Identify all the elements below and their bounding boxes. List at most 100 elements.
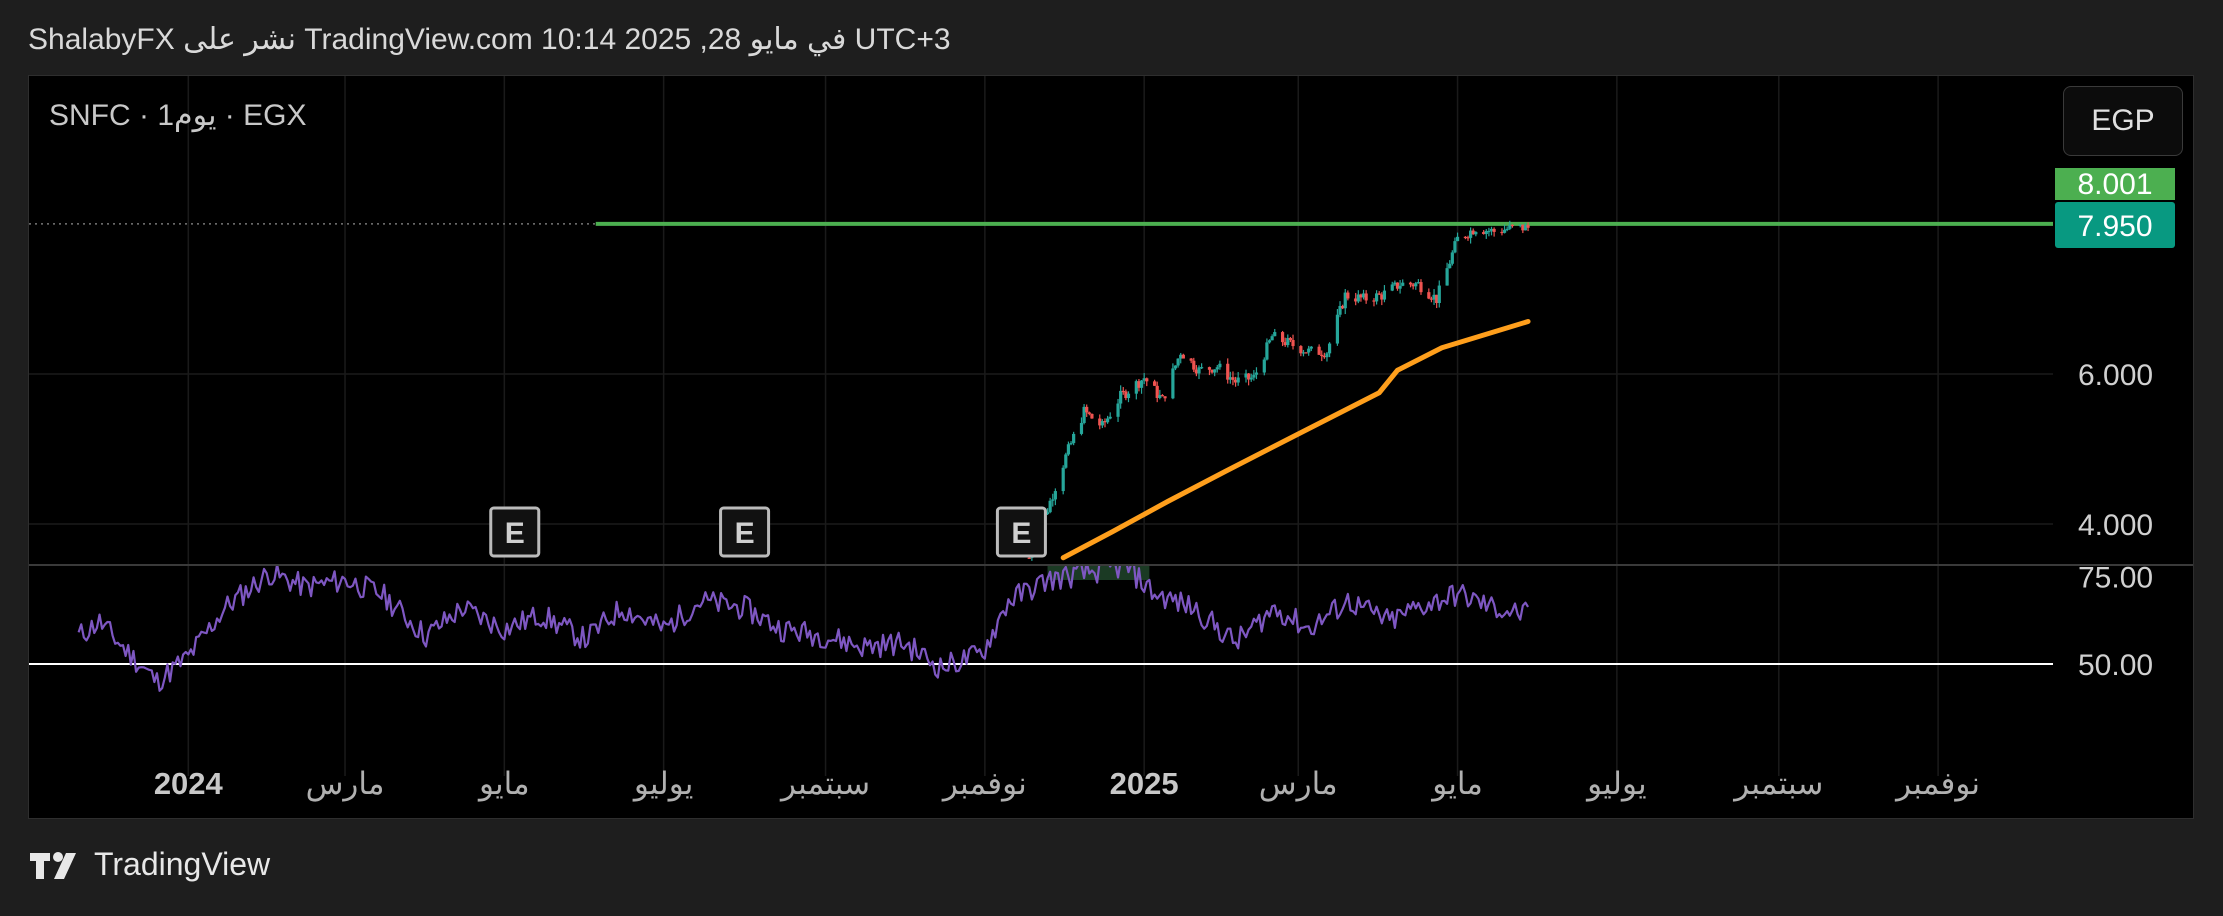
candle-body — [1215, 367, 1219, 370]
earnings-marker-box — [489, 506, 541, 558]
candle-body — [1139, 380, 1144, 388]
candle-body — [1450, 252, 1454, 264]
candle-body — [1194, 369, 1198, 374]
candle-body — [1134, 381, 1138, 394]
candle-body — [1341, 305, 1345, 309]
earnings-marker-box — [995, 506, 1047, 558]
candle-body — [1437, 285, 1441, 303]
candle-body — [1482, 232, 1486, 235]
earnings-marker: E — [719, 506, 771, 558]
candle-body — [1372, 300, 1376, 302]
candles — [1027, 220, 1530, 561]
candle-body — [1455, 236, 1460, 242]
candle-body — [1309, 346, 1313, 349]
candle-body — [1471, 230, 1475, 235]
candle-body — [1327, 343, 1332, 354]
candle-body — [1249, 377, 1253, 380]
candle-body — [1474, 232, 1478, 235]
candle-body — [1155, 385, 1159, 398]
candle-body — [1087, 412, 1091, 414]
candle-body — [1200, 367, 1204, 369]
candle-body — [1377, 293, 1381, 295]
candle-body — [1267, 340, 1272, 343]
x-axis-label: نوفمبر — [1894, 766, 1980, 802]
earnings-marker-label: E — [1011, 517, 1031, 550]
x-axis-label: 2025 — [1110, 766, 1179, 801]
high-price-badge: 8.001 — [2055, 168, 2175, 201]
price-axis-label: 4.000 — [2078, 509, 2153, 542]
candle-body — [1291, 340, 1295, 347]
candle-body — [1390, 284, 1394, 291]
candle-body — [1427, 292, 1431, 299]
candle-body — [1210, 369, 1214, 373]
candle-body — [1218, 363, 1222, 368]
candle-body — [1286, 338, 1290, 346]
candle-body — [1181, 354, 1185, 359]
earnings-marker-label: E — [735, 517, 755, 550]
candle-body — [1119, 390, 1123, 404]
chart-canvas[interactable]: E E E 2024 مارس مايو يوليو سبتمبر نوفمبر 2025 مارس… — [29, 76, 2193, 818]
candle-body — [1231, 377, 1235, 380]
candle-body — [1192, 360, 1196, 370]
candle-body — [1273, 332, 1277, 337]
last-price-badge-bg — [2055, 202, 2175, 248]
candle-body — [1489, 228, 1494, 231]
candle-body — [1432, 294, 1436, 300]
candle-body — [1307, 348, 1311, 353]
candle-body — [1051, 499, 1055, 501]
last-price-badge-label: 7.950 — [2077, 210, 2152, 243]
candle-body — [1510, 224, 1514, 227]
candle-body — [1163, 396, 1167, 399]
candle-body — [1160, 395, 1165, 397]
rsi-level-label: 75.00 — [2078, 562, 2153, 595]
candle-body — [1346, 292, 1350, 299]
candle-body — [1189, 358, 1193, 361]
candle-body — [1066, 444, 1071, 455]
x-axis-label: سبتمبر — [779, 766, 870, 802]
candle-body — [1408, 282, 1413, 285]
candle-body — [1320, 354, 1324, 357]
candle-body — [1398, 285, 1402, 289]
tradingview-logo-icon — [30, 851, 76, 879]
price-axis-label: 6.000 — [2078, 359, 2153, 392]
candle-body — [1228, 377, 1232, 380]
x-axis-label: مارس — [306, 766, 385, 802]
candle-body — [1064, 454, 1068, 468]
candle-body — [1411, 284, 1415, 287]
chart-panel[interactable]: E E E 2024 مارس مايو يوليو سبتمبر نوفمبر 2025 مارس… — [28, 75, 2194, 819]
candle-body — [1100, 421, 1104, 426]
candle-body — [1466, 237, 1470, 239]
high-price-badge-label: 8.001 — [2077, 168, 2152, 201]
candle-body — [1521, 224, 1525, 231]
candle-body — [1244, 373, 1248, 378]
candle-body — [1176, 358, 1180, 366]
candle-body — [1343, 292, 1347, 309]
candle-body — [1322, 355, 1326, 358]
footer-brand-label: TradingView — [94, 846, 271, 882]
candle-body — [1233, 379, 1238, 383]
currency-button[interactable]: EGP — [2063, 86, 2183, 156]
candle-body — [1145, 378, 1149, 382]
candle-body — [1061, 467, 1065, 492]
candle-body — [1395, 282, 1400, 289]
candle-body — [1361, 293, 1366, 298]
candle-body — [1270, 336, 1274, 341]
candle-body — [1317, 346, 1321, 355]
candle-body — [1252, 374, 1256, 378]
candle-body — [1416, 282, 1420, 284]
candle-body — [1137, 381, 1141, 388]
candle-body — [1121, 390, 1125, 393]
footer-brand[interactable]: TradingView — [28, 846, 270, 883]
x-axis-label: يوليو — [1585, 766, 1646, 802]
x-axis-label: يوليو — [632, 766, 693, 802]
symbol-info: SNFC · 1يوم · EGX — [49, 99, 307, 132]
grid-lines — [29, 76, 2053, 776]
candle-body — [1502, 229, 1507, 233]
candle-body — [1414, 283, 1418, 287]
x-axis-label: نوفمبر — [941, 766, 1027, 802]
rsi-pane — [29, 566, 2053, 692]
high-price-badge-bg — [2055, 168, 2175, 200]
candle-body — [1108, 416, 1112, 419]
x-axis-label: مايو — [1430, 766, 1483, 802]
candle-body — [1171, 368, 1175, 399]
